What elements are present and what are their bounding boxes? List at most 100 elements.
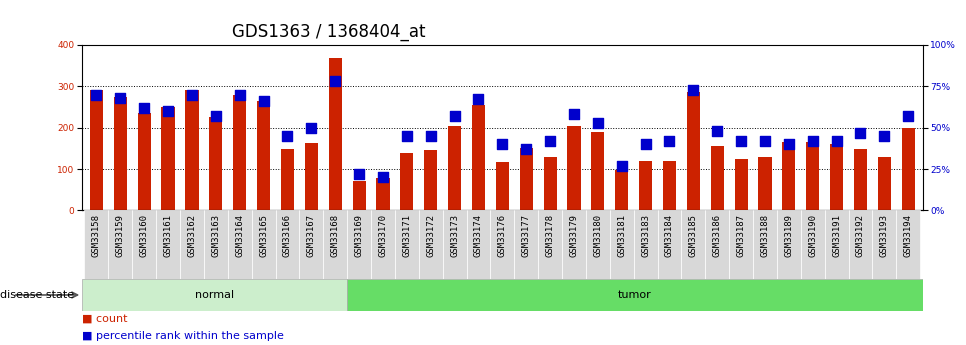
Bar xyxy=(491,210,514,279)
Bar xyxy=(328,58,342,210)
Bar xyxy=(878,157,891,210)
Bar xyxy=(807,142,819,210)
Point xyxy=(614,163,630,168)
Bar xyxy=(108,210,132,279)
Point xyxy=(876,133,892,139)
Point xyxy=(853,130,868,135)
Bar xyxy=(825,210,848,279)
Text: GSM33183: GSM33183 xyxy=(641,214,650,257)
Bar xyxy=(324,210,347,279)
Point xyxy=(136,105,152,110)
Point xyxy=(113,95,128,101)
Text: GSM33158: GSM33158 xyxy=(92,214,100,257)
Text: GSM33188: GSM33188 xyxy=(760,214,770,257)
Text: GDS1363 / 1368404_at: GDS1363 / 1368404_at xyxy=(232,23,425,41)
Text: normal: normal xyxy=(195,290,234,300)
Text: GSM33189: GSM33189 xyxy=(784,214,793,257)
Bar xyxy=(872,210,896,279)
Text: GSM33166: GSM33166 xyxy=(283,214,292,257)
Bar xyxy=(729,210,753,279)
Bar xyxy=(591,132,605,210)
Point xyxy=(208,113,223,119)
Text: GSM33163: GSM33163 xyxy=(212,214,220,257)
Bar xyxy=(180,210,204,279)
Point xyxy=(829,138,844,144)
Text: GSM33194: GSM33194 xyxy=(904,214,913,257)
Point xyxy=(327,79,343,84)
Bar xyxy=(347,210,371,279)
Bar xyxy=(114,97,127,210)
Text: GSM33186: GSM33186 xyxy=(713,214,722,257)
Bar xyxy=(228,210,251,279)
Bar xyxy=(854,149,867,210)
Point xyxy=(160,108,176,114)
Text: GSM33184: GSM33184 xyxy=(665,214,674,257)
Point xyxy=(423,133,439,139)
Bar xyxy=(442,210,467,279)
Bar xyxy=(137,113,151,210)
Point xyxy=(375,175,390,180)
Bar xyxy=(395,210,418,279)
Text: GSM33161: GSM33161 xyxy=(163,214,173,257)
Bar xyxy=(514,210,538,279)
Bar xyxy=(90,90,103,210)
Text: GSM33174: GSM33174 xyxy=(474,214,483,257)
Point xyxy=(470,97,486,102)
Text: GSM33169: GSM33169 xyxy=(355,214,363,257)
Bar xyxy=(204,210,228,279)
Point xyxy=(542,138,557,144)
Text: GSM33190: GSM33190 xyxy=(809,214,817,257)
Bar xyxy=(400,153,413,210)
Bar xyxy=(281,149,294,210)
Point xyxy=(495,141,510,147)
Bar xyxy=(84,210,108,279)
Bar xyxy=(520,148,533,210)
Text: GSM33192: GSM33192 xyxy=(856,214,865,257)
Text: GSM33185: GSM33185 xyxy=(689,214,697,257)
Bar xyxy=(377,178,389,210)
Bar xyxy=(830,144,843,210)
Text: GSM33171: GSM33171 xyxy=(402,214,412,257)
Point xyxy=(757,138,773,144)
Bar xyxy=(544,157,556,210)
Text: GSM33173: GSM33173 xyxy=(450,214,459,257)
Point xyxy=(303,125,319,130)
Bar xyxy=(734,159,748,210)
Bar xyxy=(467,210,491,279)
Point xyxy=(805,138,820,144)
Bar xyxy=(896,210,921,279)
Bar xyxy=(82,279,347,311)
Text: GSM33193: GSM33193 xyxy=(880,214,889,257)
Bar xyxy=(801,210,825,279)
Bar xyxy=(901,128,915,210)
Bar xyxy=(615,170,628,210)
Bar xyxy=(758,157,772,210)
Text: disease state: disease state xyxy=(0,290,74,300)
Bar xyxy=(658,210,681,279)
Text: GSM33167: GSM33167 xyxy=(307,214,316,257)
Bar xyxy=(681,210,705,279)
Bar xyxy=(562,210,586,279)
Bar xyxy=(233,95,246,210)
Point xyxy=(638,141,653,147)
Bar xyxy=(471,105,485,210)
Bar xyxy=(353,181,366,210)
Text: GSM33177: GSM33177 xyxy=(522,214,530,257)
Point xyxy=(232,92,247,97)
Text: GSM33178: GSM33178 xyxy=(546,214,554,257)
Point xyxy=(733,138,749,144)
Bar xyxy=(705,210,729,279)
Bar xyxy=(371,210,395,279)
Bar xyxy=(496,161,509,210)
Text: GSM33164: GSM33164 xyxy=(235,214,244,257)
Point xyxy=(447,113,463,119)
Text: GSM33181: GSM33181 xyxy=(617,214,626,257)
Point xyxy=(399,133,414,139)
Bar xyxy=(132,210,156,279)
Bar xyxy=(586,210,610,279)
Bar xyxy=(257,101,270,210)
Point xyxy=(566,112,582,117)
Point xyxy=(519,146,534,152)
Bar xyxy=(777,210,801,279)
Bar xyxy=(753,210,777,279)
